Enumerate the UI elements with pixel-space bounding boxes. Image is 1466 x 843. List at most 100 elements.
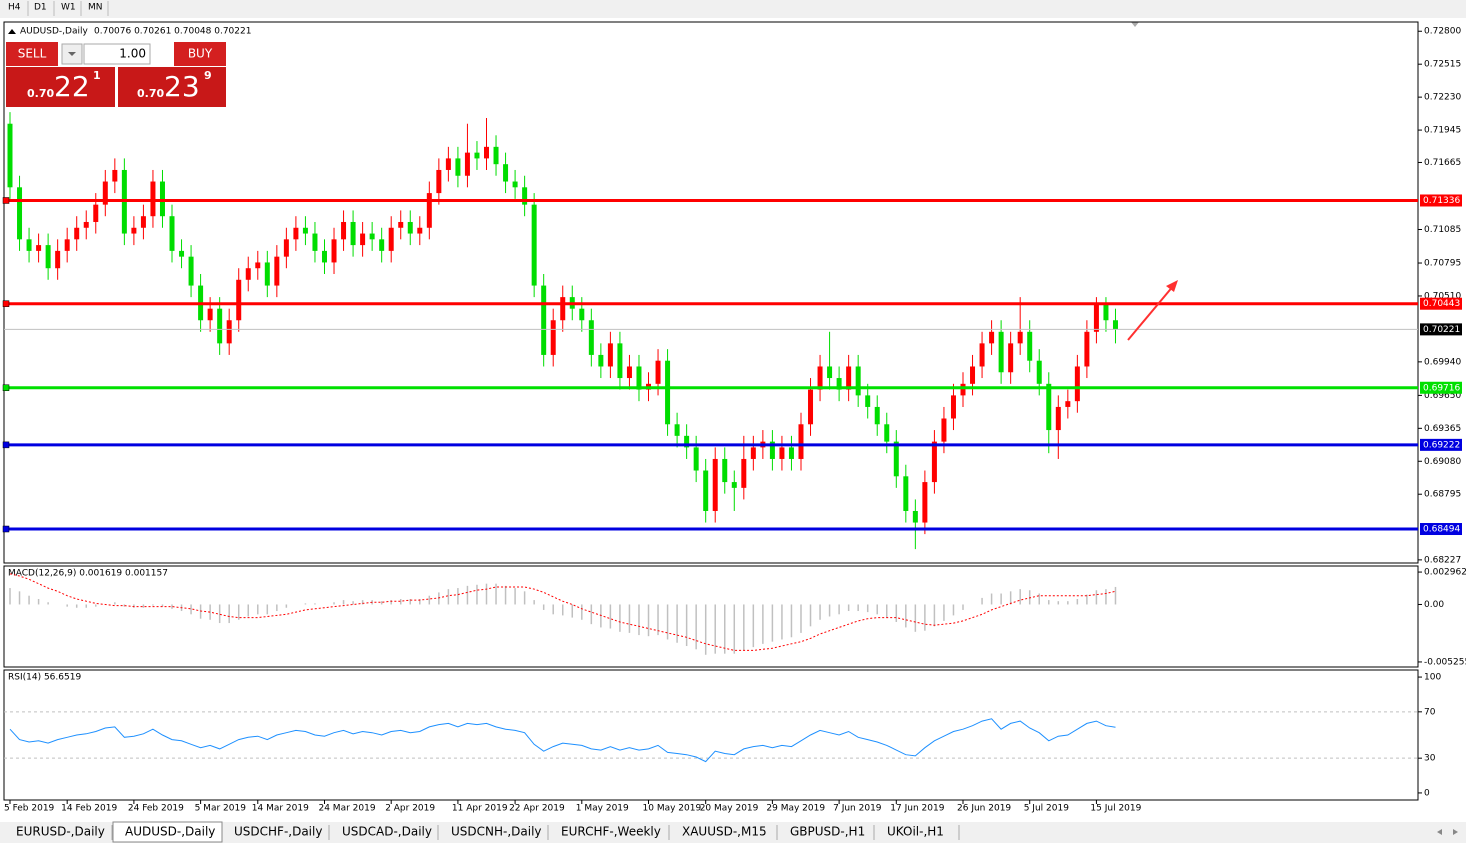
candle-body xyxy=(531,204,537,286)
ask-small: 9 xyxy=(204,69,212,82)
candle-body xyxy=(884,424,890,442)
candle-body xyxy=(798,424,804,459)
candle-body xyxy=(931,441,937,483)
candle-body xyxy=(674,424,680,436)
scroll-right[interactable] xyxy=(1453,829,1458,835)
candle-body xyxy=(455,158,461,176)
tab[interactable]: XAUUSD-,M15 xyxy=(682,825,767,839)
tab[interactable]: UKOil-,H1 xyxy=(887,825,944,839)
ohlc-text: 0.70076 0.70261 0.70048 0.70221 xyxy=(94,27,251,37)
rsi-line xyxy=(9,718,1116,763)
candle-body xyxy=(7,123,13,188)
bid-big: 22 xyxy=(54,70,90,103)
tab[interactable]: EURUSD-,Daily xyxy=(16,825,105,839)
tab[interactable]: GBPUSD-,H1 xyxy=(790,825,865,839)
one-click-panel: SELL 1.00 BUY 0.70 22 1 0.70 23 9 xyxy=(6,42,226,107)
y-tick-label: 30 xyxy=(1424,754,1436,764)
y-tick-label: 0.71665 xyxy=(1424,158,1461,168)
candle-body xyxy=(788,447,794,459)
x-tick-label: 5 Mar 2019 xyxy=(195,804,247,814)
x-tick-label: 22 Apr 2019 xyxy=(509,804,565,814)
candle-body xyxy=(1112,320,1118,330)
y-tick-label: 0.69650 xyxy=(1424,391,1461,401)
candle-body xyxy=(1017,331,1023,344)
arrow-head xyxy=(1166,280,1178,292)
tab-bar xyxy=(0,822,1466,843)
candle-body xyxy=(236,279,242,321)
shift-marker xyxy=(1131,22,1139,27)
buy-button[interactable] xyxy=(174,42,226,66)
y-tick-label: 0.002962 xyxy=(1424,568,1466,578)
candle-body xyxy=(588,320,594,355)
candle-body xyxy=(950,395,956,419)
candle-body xyxy=(1036,360,1042,384)
candle-body xyxy=(1103,302,1109,321)
candle-body xyxy=(779,447,785,459)
x-tick-label: 24 Feb 2019 xyxy=(128,804,184,814)
candle-body xyxy=(893,441,899,477)
candle-body xyxy=(941,418,947,442)
level-tag xyxy=(1420,523,1462,536)
candle-body xyxy=(1074,366,1080,402)
candle-body xyxy=(360,233,366,246)
candle-body xyxy=(1065,401,1071,407)
candle-body xyxy=(112,169,118,182)
timeframe-button[interactable]: H4 xyxy=(8,3,21,13)
ask-box[interactable] xyxy=(118,67,226,107)
x-tick-label: 26 Jun 2019 xyxy=(957,804,1011,814)
candle-body xyxy=(970,366,976,384)
timeframe-button[interactable]: W1 xyxy=(61,3,76,13)
collapse-icon[interactable] xyxy=(8,29,16,34)
indicator-title: MACD(12,26,9) 0.001619 0.001157 xyxy=(8,569,168,579)
tab[interactable]: USDCNH-,Daily xyxy=(451,825,542,839)
candle-body xyxy=(503,164,509,182)
candle-body xyxy=(426,193,432,228)
x-tick-label: 2 Apr 2019 xyxy=(385,804,435,814)
level-label: 0.69716 xyxy=(1423,383,1460,393)
sell-label: SELL xyxy=(18,47,47,61)
candle-body xyxy=(836,378,842,390)
candle-body xyxy=(1027,331,1033,361)
y-tick-label: 0.68227 xyxy=(1424,555,1461,565)
candle-body xyxy=(636,366,642,390)
scroll-left[interactable] xyxy=(1437,829,1442,835)
candle-body xyxy=(1055,406,1061,431)
x-tick-label: 29 May 2019 xyxy=(766,804,825,814)
candle-body xyxy=(74,227,80,240)
sell-button[interactable] xyxy=(6,42,58,66)
tab[interactable]: AUDUSD-,Daily xyxy=(125,825,215,839)
x-tick-label: 14 Feb 2019 xyxy=(61,804,117,814)
x-tick-label: 14 Mar 2019 xyxy=(252,804,309,814)
lot-input[interactable] xyxy=(83,43,151,65)
candle-body xyxy=(712,458,718,511)
tab[interactable]: EURCHF-,Weekly xyxy=(561,825,661,839)
level-tag xyxy=(1420,297,1462,310)
level-tag xyxy=(1420,438,1462,451)
candle-body xyxy=(26,239,32,251)
timeframe-button[interactable]: D1 xyxy=(34,3,47,13)
tab[interactable]: USDCHF-,Daily xyxy=(234,825,322,839)
candle-body xyxy=(874,406,880,425)
candle-body xyxy=(512,181,518,188)
candle-body xyxy=(493,146,499,165)
candle-body xyxy=(312,233,318,251)
y-tick-label: 0.71085 xyxy=(1424,225,1461,235)
x-tick-label: 10 May 2019 xyxy=(643,804,702,814)
candle-body xyxy=(1093,302,1099,332)
current-price-label: 0.70221 xyxy=(1423,325,1460,335)
candle-body xyxy=(131,227,137,234)
timeframe-button[interactable]: MN xyxy=(88,3,103,13)
y-tick-label: 0.72515 xyxy=(1424,60,1461,70)
tab[interactable]: USDCAD-,Daily xyxy=(342,825,432,839)
level-tag xyxy=(1420,194,1462,207)
bid-box[interactable] xyxy=(6,67,115,107)
panel-frame xyxy=(3,669,1419,801)
candle-body xyxy=(255,262,261,269)
buy-label: BUY xyxy=(188,47,213,61)
toolbar xyxy=(0,0,1466,18)
dropdown-arrow xyxy=(68,52,76,56)
candle-body xyxy=(150,181,156,217)
y-tick-label: 0.69080 xyxy=(1424,457,1461,467)
